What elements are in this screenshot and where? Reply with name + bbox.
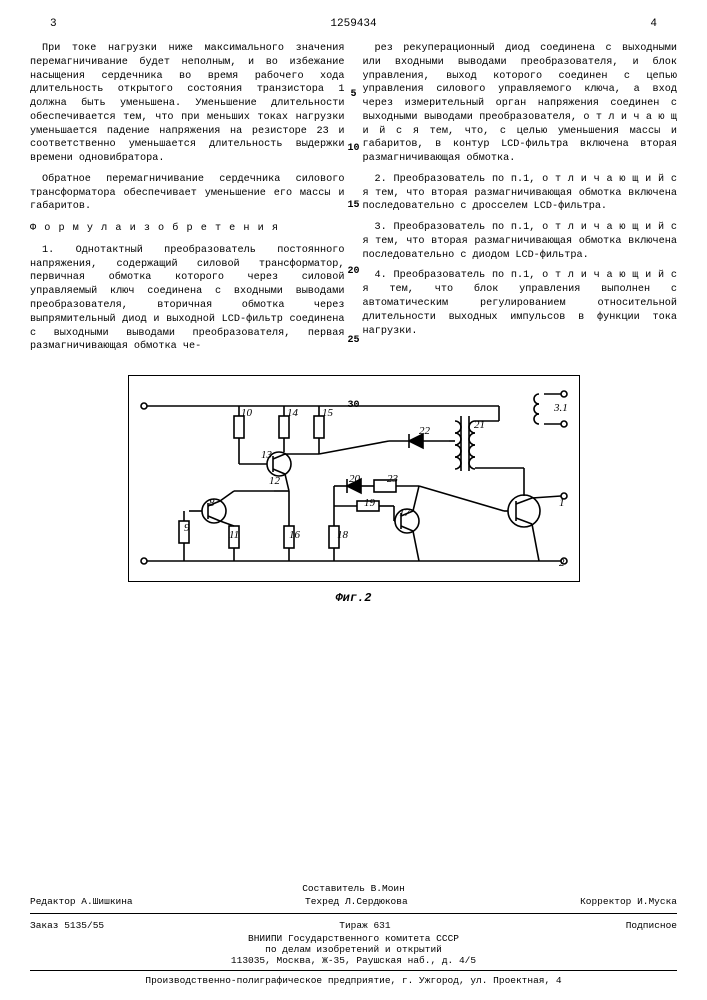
svg-text:23: 23	[387, 473, 399, 485]
page-right: 4	[650, 18, 657, 30]
svg-text:16: 16	[289, 529, 301, 541]
editor: Редактор А.Шишкина	[30, 896, 133, 907]
left-column: При токе нагрузки ниже максимального зна…	[30, 42, 345, 361]
svg-text:17: 17	[399, 507, 411, 519]
line-number: 10	[347, 143, 359, 154]
svg-text:8: 8	[209, 497, 215, 509]
left-p3: 1. Однотактный преобразователь постоянно…	[30, 244, 345, 354]
corrector: Корректор И.Муска	[580, 896, 677, 907]
svg-text:22: 22	[419, 425, 431, 437]
right-p2: 2. Преобразователь по п.1, о т л и ч а ю…	[363, 173, 678, 214]
right-p3: 3. Преобразователь по п.1, о т л и ч а ю…	[363, 221, 678, 262]
svg-text:15: 15	[322, 407, 334, 419]
prod: Производственно-полиграфическое предприя…	[30, 975, 677, 986]
editors-row: Редактор А.Шишкина Техред Л.Сердюкова Ко…	[30, 894, 677, 909]
svg-text:20: 20	[349, 473, 361, 485]
header: 3 1259434 4	[30, 18, 677, 30]
right-column: рез рекуперационный диод соединена с вых…	[363, 42, 678, 361]
line-number: 20	[347, 266, 359, 277]
order: Заказ 5135/55	[30, 920, 104, 931]
order-row: Заказ 5135/55 Тираж 631 Подписное	[30, 918, 677, 933]
line-number: 25	[347, 335, 359, 346]
sign: Подписное	[626, 920, 677, 931]
org1: ВНИИПИ Государственного комитета СССР	[30, 933, 677, 944]
svg-text:2: 2	[559, 557, 565, 569]
doc-number: 1259434	[330, 18, 376, 30]
svg-text:14: 14	[287, 407, 299, 419]
svg-text:10: 10	[241, 407, 253, 419]
svg-text:13: 13	[261, 449, 273, 461]
left-p2: Обратное перемагничивание сердечника сил…	[30, 173, 345, 214]
svg-text:11: 11	[229, 529, 239, 541]
tirazh: Тираж 631	[339, 920, 390, 931]
svg-text:18: 18	[337, 529, 349, 541]
techred: Техред Л.Сердюкова	[305, 896, 408, 907]
svg-text:9: 9	[184, 522, 190, 534]
org2: по делам изобретений и открытий	[30, 944, 677, 955]
compiler: Составитель В.Моин	[30, 883, 677, 894]
svg-text:21: 21	[474, 419, 485, 431]
svg-text:3.1: 3.1	[553, 402, 568, 414]
svg-text:1: 1	[559, 497, 565, 509]
line-number: 5	[350, 89, 356, 100]
right-p4: 4. Преобразователь по п.1, о т л и ч а ю…	[363, 269, 678, 338]
formula-title: Ф о р м у л а и з о б р е т е н и я	[30, 222, 345, 236]
footer: Составитель В.Моин Редактор А.Шишкина Те…	[30, 883, 677, 986]
page-left: 3	[50, 18, 57, 30]
addr: 113035, Москва, Ж-35, Раушская наб., д. …	[30, 955, 677, 966]
svg-text:12: 12	[269, 475, 281, 487]
right-p1: рез рекуперационный диод соединена с вых…	[363, 42, 678, 166]
figure-label: Фиг.2	[30, 591, 677, 605]
left-p1: При токе нагрузки ниже максимального зна…	[30, 42, 345, 166]
line-number: 15	[347, 200, 359, 211]
svg-text:19: 19	[364, 497, 376, 509]
line-number: 30	[347, 400, 359, 411]
